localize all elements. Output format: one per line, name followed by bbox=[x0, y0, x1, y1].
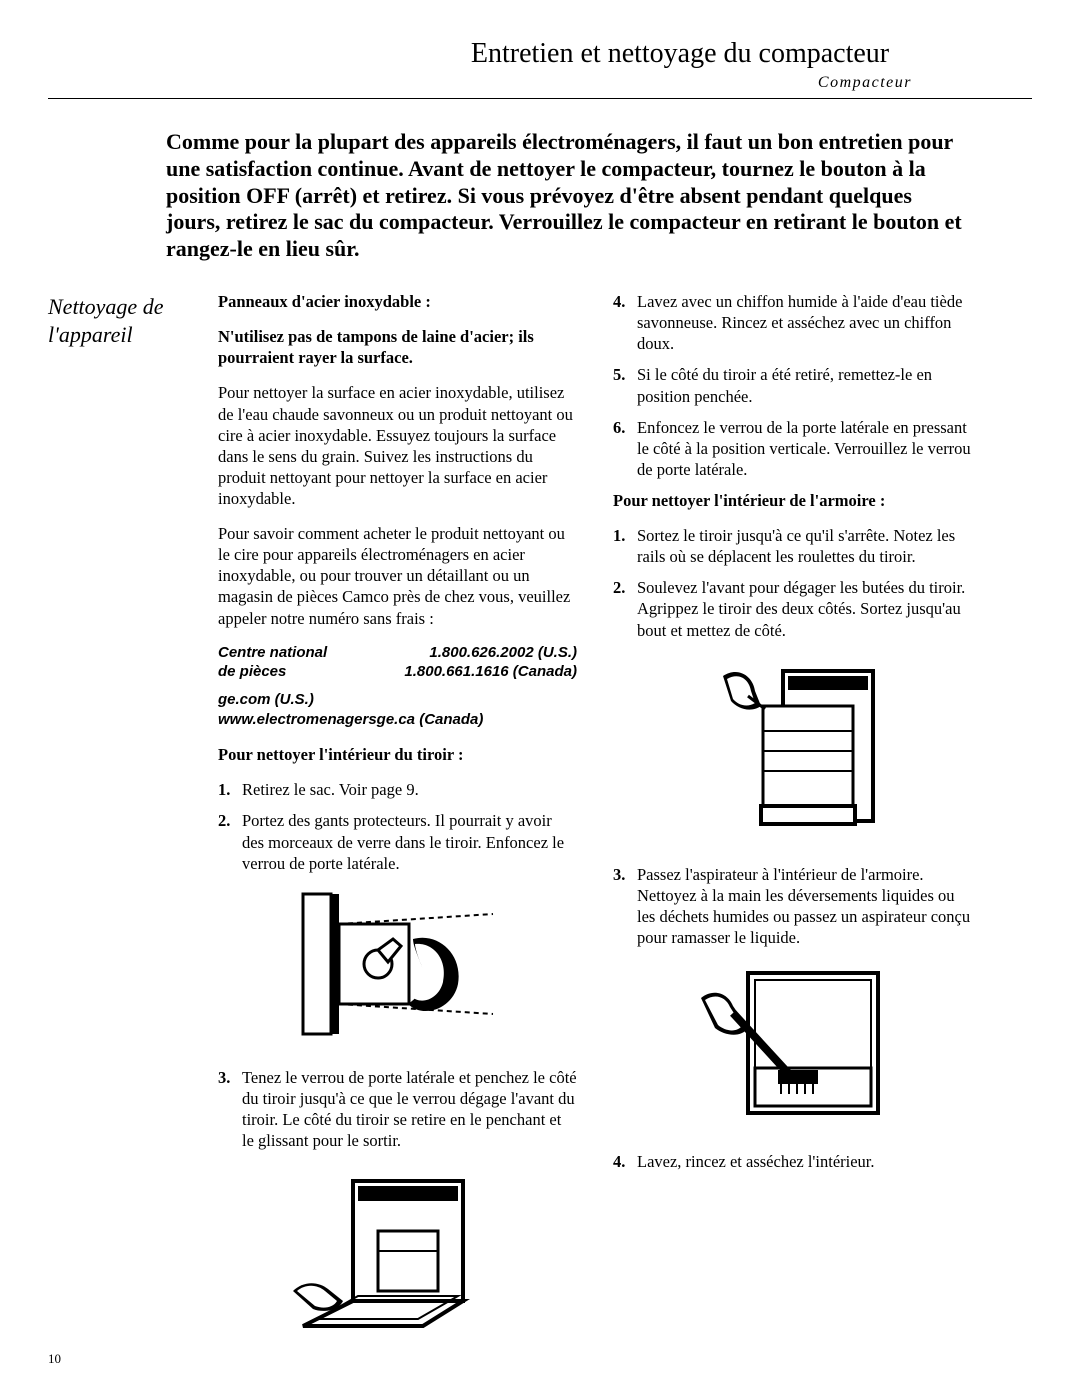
cabinet-step-4: 4.Lavez, rincez et asséchez l'intérieur. bbox=[613, 1151, 972, 1172]
right-step-6: 6.Enfoncez le verrou de la porte latéral… bbox=[613, 417, 972, 480]
cabinet-step-3: 3.Passez l'aspirateur à l'intérieur de l… bbox=[613, 864, 972, 948]
page-title: Entretien et nettoyage du compacteur bbox=[328, 38, 1032, 70]
contact-phone-ca: 1.800.661.1616 (Canada) bbox=[404, 662, 577, 682]
page-subtitle: Compacteur bbox=[48, 74, 912, 92]
panel-para2: Pour savoir comment acheter le produit n… bbox=[218, 523, 577, 629]
left-step-3: 3.Tenez le verrou de porte latérale et p… bbox=[218, 1067, 577, 1151]
right-step-5: 5.Si le côté du tiroir a été retiré, rem… bbox=[613, 364, 972, 406]
figure-pull-drawer bbox=[613, 651, 972, 846]
cabinet-heading: Pour nettoyer l'intérieur de l'armoire : bbox=[613, 490, 972, 511]
figure-tilt-drawer bbox=[218, 1161, 577, 1336]
contact-label-1: Centre national bbox=[218, 643, 327, 663]
contact-label-2: de pièces bbox=[218, 662, 286, 682]
contact-block: Centre national 1.800.626.2002 (U.S.) de… bbox=[218, 643, 577, 731]
figure-vacuum bbox=[613, 958, 972, 1133]
cabinet-step-2: 2.Soulevez l'avant pour dégager les buté… bbox=[613, 577, 972, 640]
panel-para1: Pour nettoyer la surface en acier inoxyd… bbox=[218, 382, 577, 509]
page-number: 10 bbox=[48, 1351, 61, 1367]
contact-url-us: ge.com (U.S.) bbox=[218, 690, 577, 710]
right-step-4: 4.Lavez avec un chiffon humide à l'aide … bbox=[613, 291, 972, 354]
drawer-heading: Pour nettoyer l'intérieur du tiroir : bbox=[218, 744, 577, 765]
panel-warning: N'utilisez pas de tampons de laine d'aci… bbox=[218, 326, 577, 368]
left-column: Panneaux d'acier inoxydable : N'utilisez… bbox=[218, 291, 577, 1354]
right-column: 4.Lavez avec un chiffon humide à l'aide … bbox=[613, 291, 972, 1354]
side-heading: Nettoyage de l'appareil bbox=[48, 291, 198, 1354]
left-step-1: 1.Retirez le sac. Voir page 9. bbox=[218, 779, 577, 800]
cabinet-step-1: 1.Sortez le tiroir jusqu'à ce qu'il s'ar… bbox=[613, 525, 972, 567]
panel-heading: Panneaux d'acier inoxydable : bbox=[218, 291, 577, 312]
intro-paragraph: Comme pour la plupart des appareils élec… bbox=[166, 129, 962, 263]
header-rule bbox=[48, 98, 1032, 99]
left-step-2: 2.Portez des gants protecteurs. Il pourr… bbox=[218, 810, 577, 873]
contact-phone-us: 1.800.626.2002 (U.S.) bbox=[429, 643, 577, 663]
figure-latch bbox=[218, 884, 577, 1049]
contact-url-ca: www.electromenagersge.ca (Canada) bbox=[218, 710, 577, 730]
